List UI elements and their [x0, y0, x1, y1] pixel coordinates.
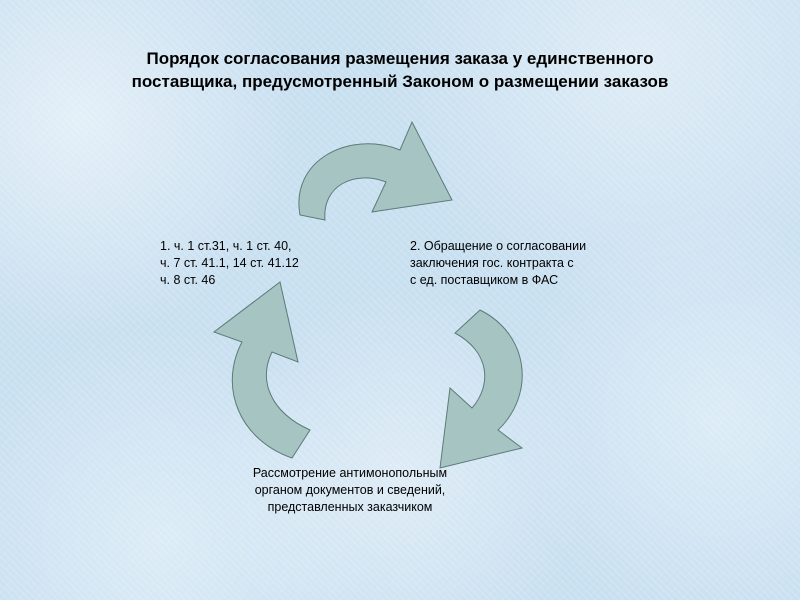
node1-line1: 1. ч. 1 ст.31, ч. 1 ст. 40, [160, 239, 292, 253]
node3-line1: Рассмотрение антимонопольным [253, 466, 447, 480]
node3-line3: представленных заказчиком [268, 500, 433, 514]
node3-line2: органом документов и сведений, [255, 483, 446, 497]
arrow-left [214, 282, 310, 458]
node-3-text: Рассмотрение антимонопольным органом док… [220, 465, 480, 516]
node2-line3: с ед. поставщиком в ФАС [410, 273, 558, 287]
node1-line3: ч. 8 ст. 46 [160, 273, 215, 287]
node2-line2: заключения гос. контракта с [410, 256, 574, 270]
arrow-right [440, 310, 522, 468]
node-2-text: 2. Обращение о согласовании заключения г… [410, 238, 620, 289]
node-1-text: 1. ч. 1 ст.31, ч. 1 ст. 40, ч. 7 ст. 41.… [160, 238, 340, 289]
node1-line2: ч. 7 ст. 41.1, 14 ст. 41.12 [160, 256, 299, 270]
node2-line1: 2. Обращение о согласовании [410, 239, 586, 253]
arrow-top [299, 122, 452, 220]
slide-background: Порядок согласования размещения заказа у… [0, 0, 800, 600]
